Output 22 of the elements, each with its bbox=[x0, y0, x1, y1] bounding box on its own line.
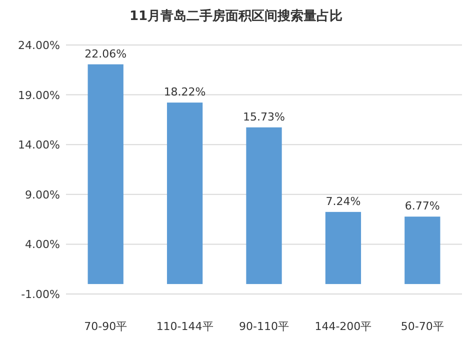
y-tick-label: 24.00% bbox=[18, 39, 60, 52]
bar bbox=[88, 64, 124, 284]
x-tick-label: 90-110平 bbox=[239, 320, 289, 333]
y-tick-label: 14.00% bbox=[18, 138, 60, 152]
x-tick-label: 70-90平 bbox=[84, 320, 128, 333]
bar bbox=[325, 212, 362, 284]
chart-title: 11月青岛二手房面积区间搜索量占比 bbox=[129, 8, 343, 24]
x-tick-label: 110-144平 bbox=[156, 320, 214, 333]
bar bbox=[246, 127, 282, 284]
data-label: 7.24% bbox=[326, 194, 361, 208]
y-tick-label: 9.00% bbox=[25, 188, 60, 202]
data-label: 18.22% bbox=[164, 86, 206, 99]
y-tick-label: 19.00% bbox=[18, 88, 60, 102]
y-tick-label: 4.00% bbox=[25, 238, 60, 252]
x-tick-label: 144-200平 bbox=[314, 320, 372, 333]
y-tick-label: -1.00% bbox=[21, 288, 60, 301]
bar bbox=[166, 102, 203, 284]
data-label: 15.73% bbox=[243, 110, 285, 124]
data-label: 6.77% bbox=[404, 200, 440, 213]
x-tick-label: 50-70平 bbox=[400, 320, 444, 333]
data-label: 22.06% bbox=[84, 47, 127, 60]
bar bbox=[404, 216, 440, 284]
